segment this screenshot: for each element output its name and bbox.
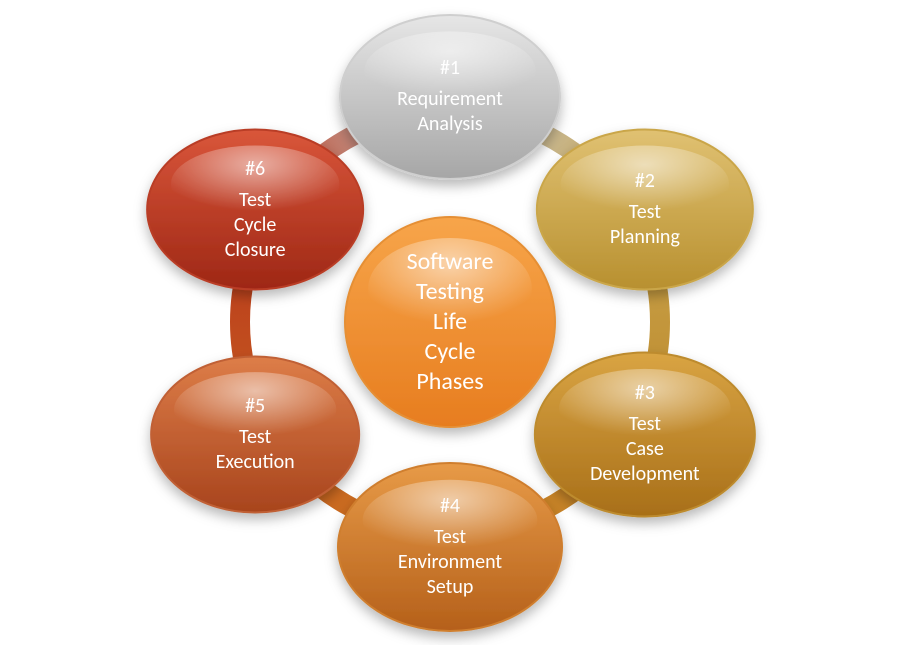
phase-node-6: #6 TestCycleClosure [163, 142, 347, 278]
phase-label: TestExecution [216, 425, 295, 475]
phase-node-4: #4 TestEnvironmentSetup [355, 476, 545, 619]
center-title-text: SoftwareTestingLifeCyclePhases [407, 247, 494, 397]
phase-number: #1 [440, 56, 460, 81]
phase-label: TestPlanning [610, 200, 680, 250]
phase-number: #4 [440, 494, 460, 519]
phase-node-5: #5 TestExecution [167, 368, 344, 501]
phase-number: #5 [245, 394, 265, 419]
phase-label: TestCaseDevelopment [590, 412, 700, 487]
cycle-diagram: SoftwareTestingLifeCyclePhases #1 Requirem… [0, 0, 900, 645]
phase-label: TestEnvironmentSetup [398, 525, 502, 600]
phase-number: #2 [635, 169, 655, 194]
center-title: SoftwareTestingLifeCyclePhases [361, 233, 540, 412]
phase-label: RequirementAnalysis [397, 87, 503, 137]
phase-node-2: #2 TestPlanning [553, 142, 737, 278]
phase-node-1: #1 RequirementAnalysis [357, 27, 544, 166]
phase-number: #6 [245, 157, 265, 182]
phase-number: #3 [635, 381, 655, 406]
phase-label: TestCycleClosure [225, 188, 286, 263]
phase-node-3: #3 TestCaseDevelopment [551, 365, 738, 504]
